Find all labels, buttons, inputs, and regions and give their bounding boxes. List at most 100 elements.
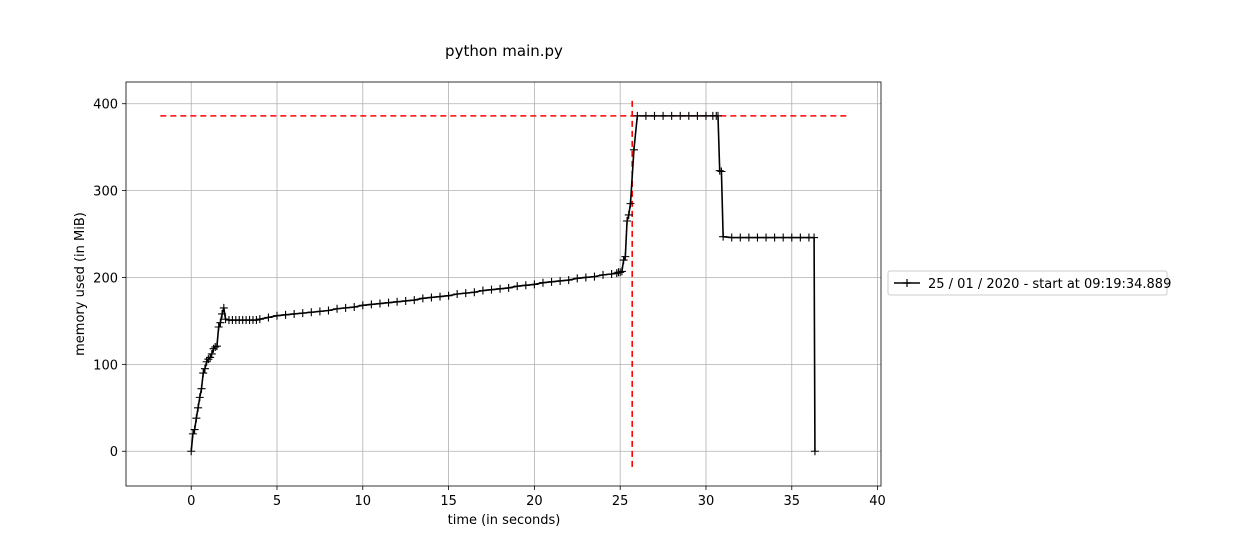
data-point [375,299,384,308]
data-point [626,199,635,208]
data-point [212,342,221,351]
data-point [530,280,539,289]
data-point [736,233,745,242]
x-tick-label: 40 [869,494,886,509]
data-point [211,342,220,351]
data-point [496,284,505,293]
data-point [629,145,638,154]
data-point [676,111,685,120]
data-point [281,310,290,319]
plot-axes [125,81,882,487]
data-point [564,276,573,285]
data-point [504,283,513,292]
data-point [787,233,796,242]
data-point [298,309,307,318]
data-point [701,111,710,120]
data-point [599,270,608,279]
data-point [367,300,376,309]
x-tick-label: 25 [612,494,629,509]
data-point [779,233,788,242]
data-point [255,315,264,324]
data-point [453,289,462,298]
data-point [633,111,642,120]
data-point [521,281,530,290]
data-point [796,233,805,242]
data-point [659,111,668,120]
data-point [252,316,261,325]
data-point [619,256,628,265]
x-tick-label: 30 [698,494,715,509]
data-point [187,447,196,456]
data-point [573,274,582,283]
data-point [190,425,199,434]
data-point [418,294,427,303]
y-tick-label: 100 [93,358,118,373]
data-point [324,306,333,315]
y-tick-label: 0 [110,445,118,460]
data-point [538,278,547,287]
data-point [713,111,722,120]
data-point [200,364,209,373]
data-point [341,303,350,312]
data-point [556,276,565,285]
reference-lines [160,98,847,467]
x-tick-label: 10 [355,494,372,509]
data-point [612,269,621,278]
chart-title: python main.py [445,42,563,60]
data-point [650,111,659,120]
data-point [513,282,522,291]
data-point [273,311,281,320]
data-point [461,289,470,298]
data-point [194,403,203,412]
data-point [444,291,453,300]
y-tick-label: 300 [93,185,118,200]
data-point [715,166,724,175]
data-point [410,296,419,305]
data-point [667,111,676,120]
data-point [753,233,762,242]
data-point [218,309,227,318]
x-tick-label: 20 [526,494,543,509]
data-point [641,111,650,120]
data-point [436,292,445,301]
data-point [427,293,436,302]
data-point [810,447,819,456]
data-point [315,307,324,316]
data-point [478,286,487,295]
data-point [770,233,779,242]
data-point [744,233,753,242]
data-point [290,309,299,318]
legend: 25 / 01 / 2020 - start at 09:19:34.889 [887,270,1171,296]
data-point [204,355,213,364]
series-line [190,115,816,452]
data-point [684,111,693,120]
plot-frame [125,81,882,487]
data-point [358,301,367,310]
data-point [307,308,316,317]
data-point [207,349,216,358]
data-point [188,429,197,438]
legend-frame [887,270,1168,296]
data-point [607,270,616,279]
data-point [206,353,215,362]
data-point [624,210,633,219]
x-tick-label: 15 [440,494,457,509]
legend-marker-sample [903,279,911,287]
data-point [810,233,819,242]
y-axis-label: memory used (in MiB) [73,212,88,356]
x-tick-label: 5 [273,494,281,509]
data-point [623,217,632,226]
x-tick-label: 0 [187,494,195,509]
grid-lines [126,82,881,486]
data-point [216,318,225,327]
data-point [333,304,342,313]
data-point [547,277,556,286]
data-point [470,288,479,297]
data-point [621,252,630,261]
data-point [214,323,223,332]
data-point [199,369,208,378]
data-point [727,233,736,242]
data-point [264,313,273,322]
data-point [350,303,359,312]
